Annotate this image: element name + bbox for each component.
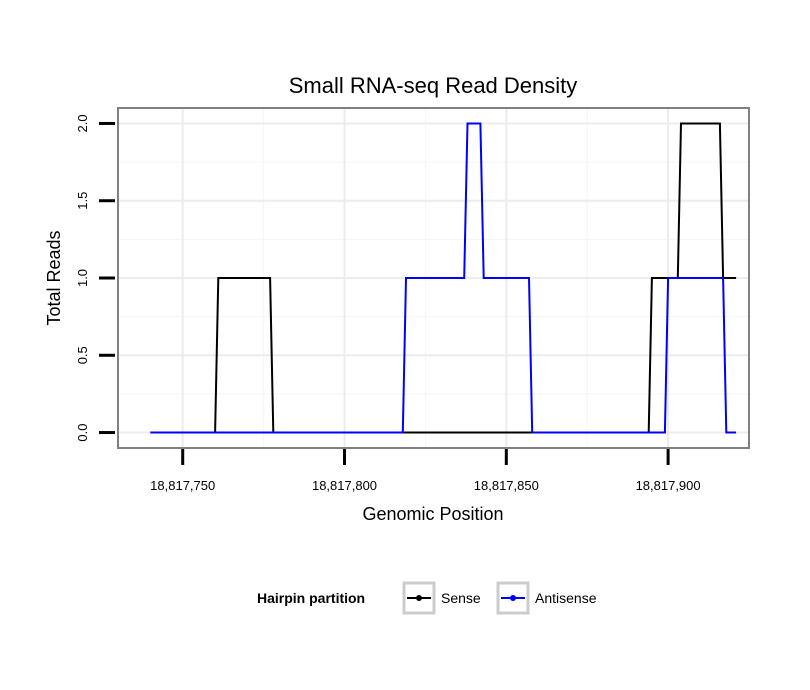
series-line-sense	[150, 122, 737, 434]
y-axis-title: Total Reads	[44, 230, 64, 325]
chart-title: Small RNA-seq Read Density	[289, 73, 578, 98]
x-tick-label: 18,817,850	[474, 478, 539, 493]
series-layer	[150, 122, 737, 434]
y-tick-label: 0.0	[75, 424, 90, 442]
x-tick-label: 18,817,900	[636, 478, 701, 493]
x-tick-label: 18,817,750	[150, 478, 215, 493]
x-axis-title: Genomic Position	[362, 504, 503, 524]
y-tick-label: 0.5	[75, 346, 90, 364]
legend-title: Hairpin partition	[257, 590, 365, 606]
y-tick-label: 1.5	[75, 192, 90, 210]
plot-panel-border	[117, 107, 750, 449]
x-tick-label: 18,817,800	[312, 478, 377, 493]
y-tick-label: 1.0	[75, 269, 90, 287]
legend-label-sense: Sense	[441, 590, 481, 606]
legend-key-dot	[416, 595, 422, 601]
series-line-antisense	[150, 122, 737, 434]
legend: Hairpin partition Sense Antisense	[257, 581, 597, 615]
y-tick-label: 2.0	[75, 114, 90, 132]
legend-label-antisense: Antisense	[535, 590, 597, 606]
legend-key-dot	[510, 595, 516, 601]
axis-ticks: 18,817,750 18,817,800 18,817,850 18,817,900…	[75, 114, 701, 493]
